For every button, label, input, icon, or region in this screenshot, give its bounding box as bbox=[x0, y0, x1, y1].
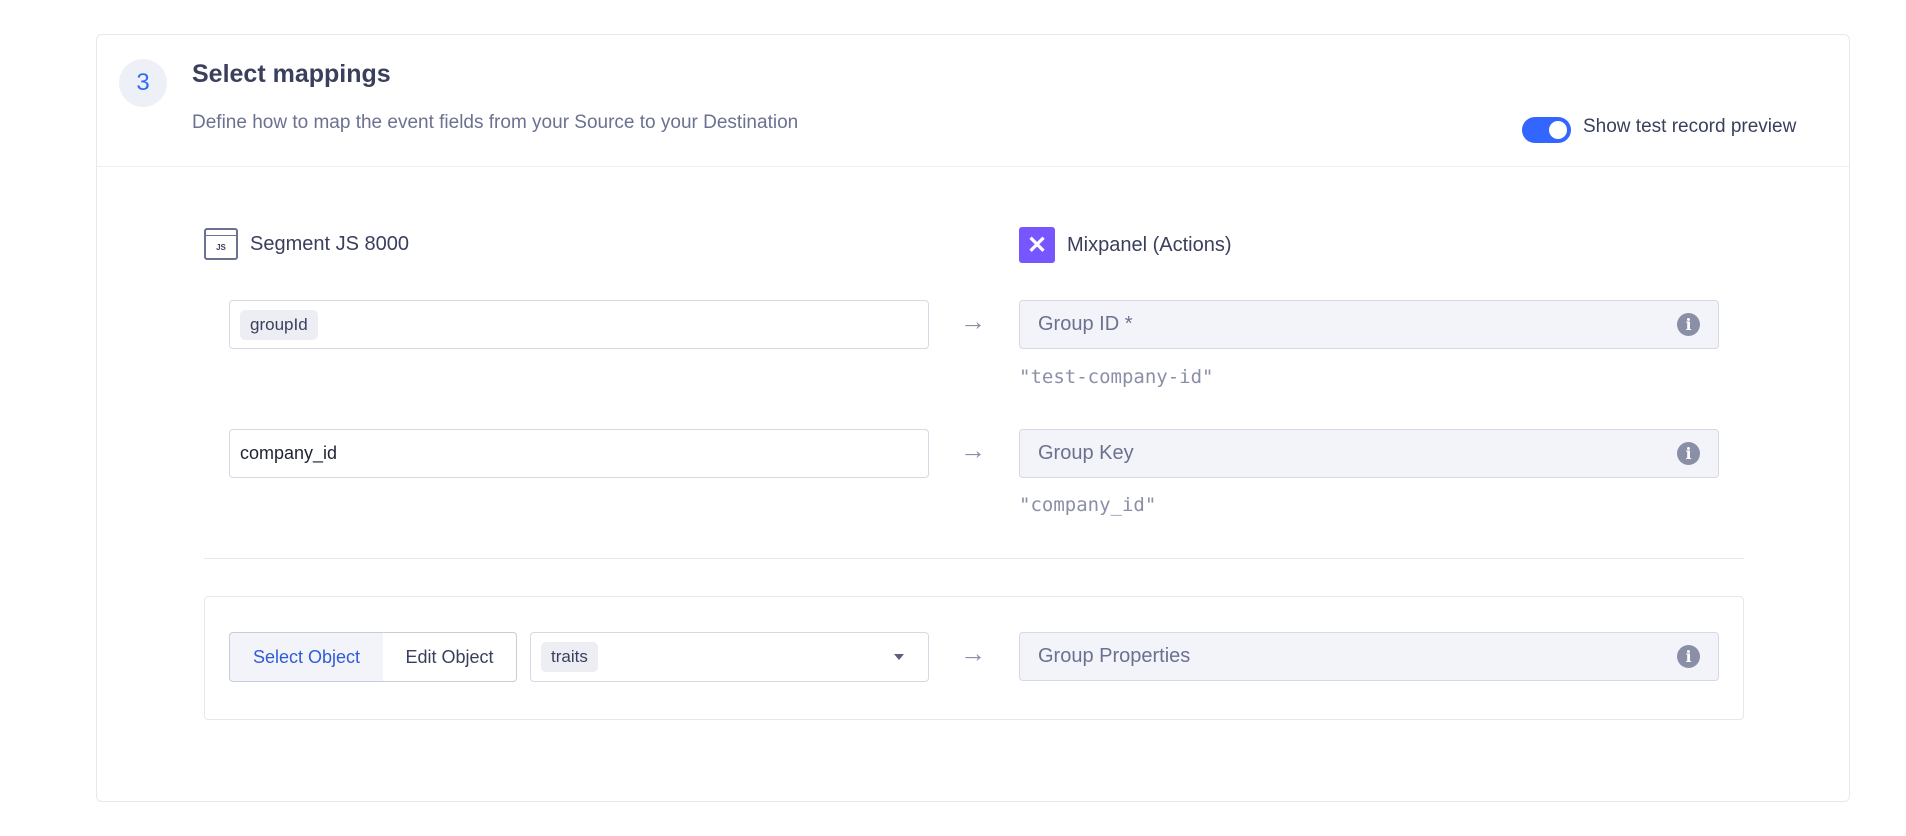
arrow-right-icon: → bbox=[960, 638, 986, 668]
source-field-groupid[interactable]: groupId bbox=[229, 300, 929, 349]
destination-header: ✕ Mixpanel (Actions) bbox=[1019, 227, 1232, 263]
toggle-knob bbox=[1549, 121, 1567, 139]
source-name: Segment JS 8000 bbox=[250, 232, 409, 255]
select-object-button[interactable]: Select Object bbox=[229, 632, 384, 682]
dest-field-label: Group Key bbox=[1038, 442, 1134, 464]
dest-field-group-key[interactable]: Group Key i bbox=[1019, 429, 1719, 478]
step-subtitle: Define how to map the event fields from … bbox=[192, 112, 799, 133]
source-field-company-id[interactable]: company_id bbox=[229, 429, 929, 478]
toggle-label: Show test record preview bbox=[1583, 116, 1797, 137]
selected-object-pill: traits bbox=[541, 642, 598, 672]
info-icon[interactable]: i bbox=[1677, 313, 1700, 336]
mixpanel-logo-icon: ✕ bbox=[1019, 227, 1055, 263]
step-title: Select mappings bbox=[192, 60, 391, 88]
test-record-preview: "test-company-id" bbox=[1019, 366, 1214, 388]
source-field-value: company_id bbox=[240, 443, 338, 463]
field-pill: groupId bbox=[240, 309, 318, 340]
test-record-preview-toggle[interactable] bbox=[1522, 117, 1571, 143]
edit-object-button[interactable]: Edit Object bbox=[383, 632, 517, 682]
source-header: JS Segment JS 8000 bbox=[204, 228, 409, 260]
info-icon[interactable]: i bbox=[1677, 442, 1700, 465]
test-record-preview: "company_id" bbox=[1019, 494, 1157, 516]
dest-field-group-properties[interactable]: Group Properties i bbox=[1019, 632, 1719, 681]
dest-field-group-id[interactable]: Group ID * i bbox=[1019, 300, 1719, 349]
header-divider bbox=[97, 166, 1849, 167]
step-number-badge: 3 bbox=[119, 59, 167, 107]
destination-name: Mixpanel (Actions) bbox=[1067, 233, 1232, 256]
object-mapping-box bbox=[204, 596, 1744, 720]
object-select-dropdown[interactable]: traits bbox=[530, 632, 929, 682]
section-divider bbox=[204, 558, 1744, 559]
dest-field-label: Group ID * bbox=[1038, 313, 1133, 335]
arrow-right-icon: → bbox=[960, 435, 986, 465]
info-icon[interactable]: i bbox=[1677, 645, 1700, 668]
js-browser-icon: JS bbox=[204, 228, 238, 260]
mapping-step-card bbox=[96, 34, 1850, 802]
js-icon-text: JS bbox=[216, 242, 226, 252]
dest-field-label: Group Properties bbox=[1038, 645, 1191, 667]
caret-down-icon bbox=[894, 654, 904, 660]
arrow-right-icon: → bbox=[960, 306, 986, 336]
